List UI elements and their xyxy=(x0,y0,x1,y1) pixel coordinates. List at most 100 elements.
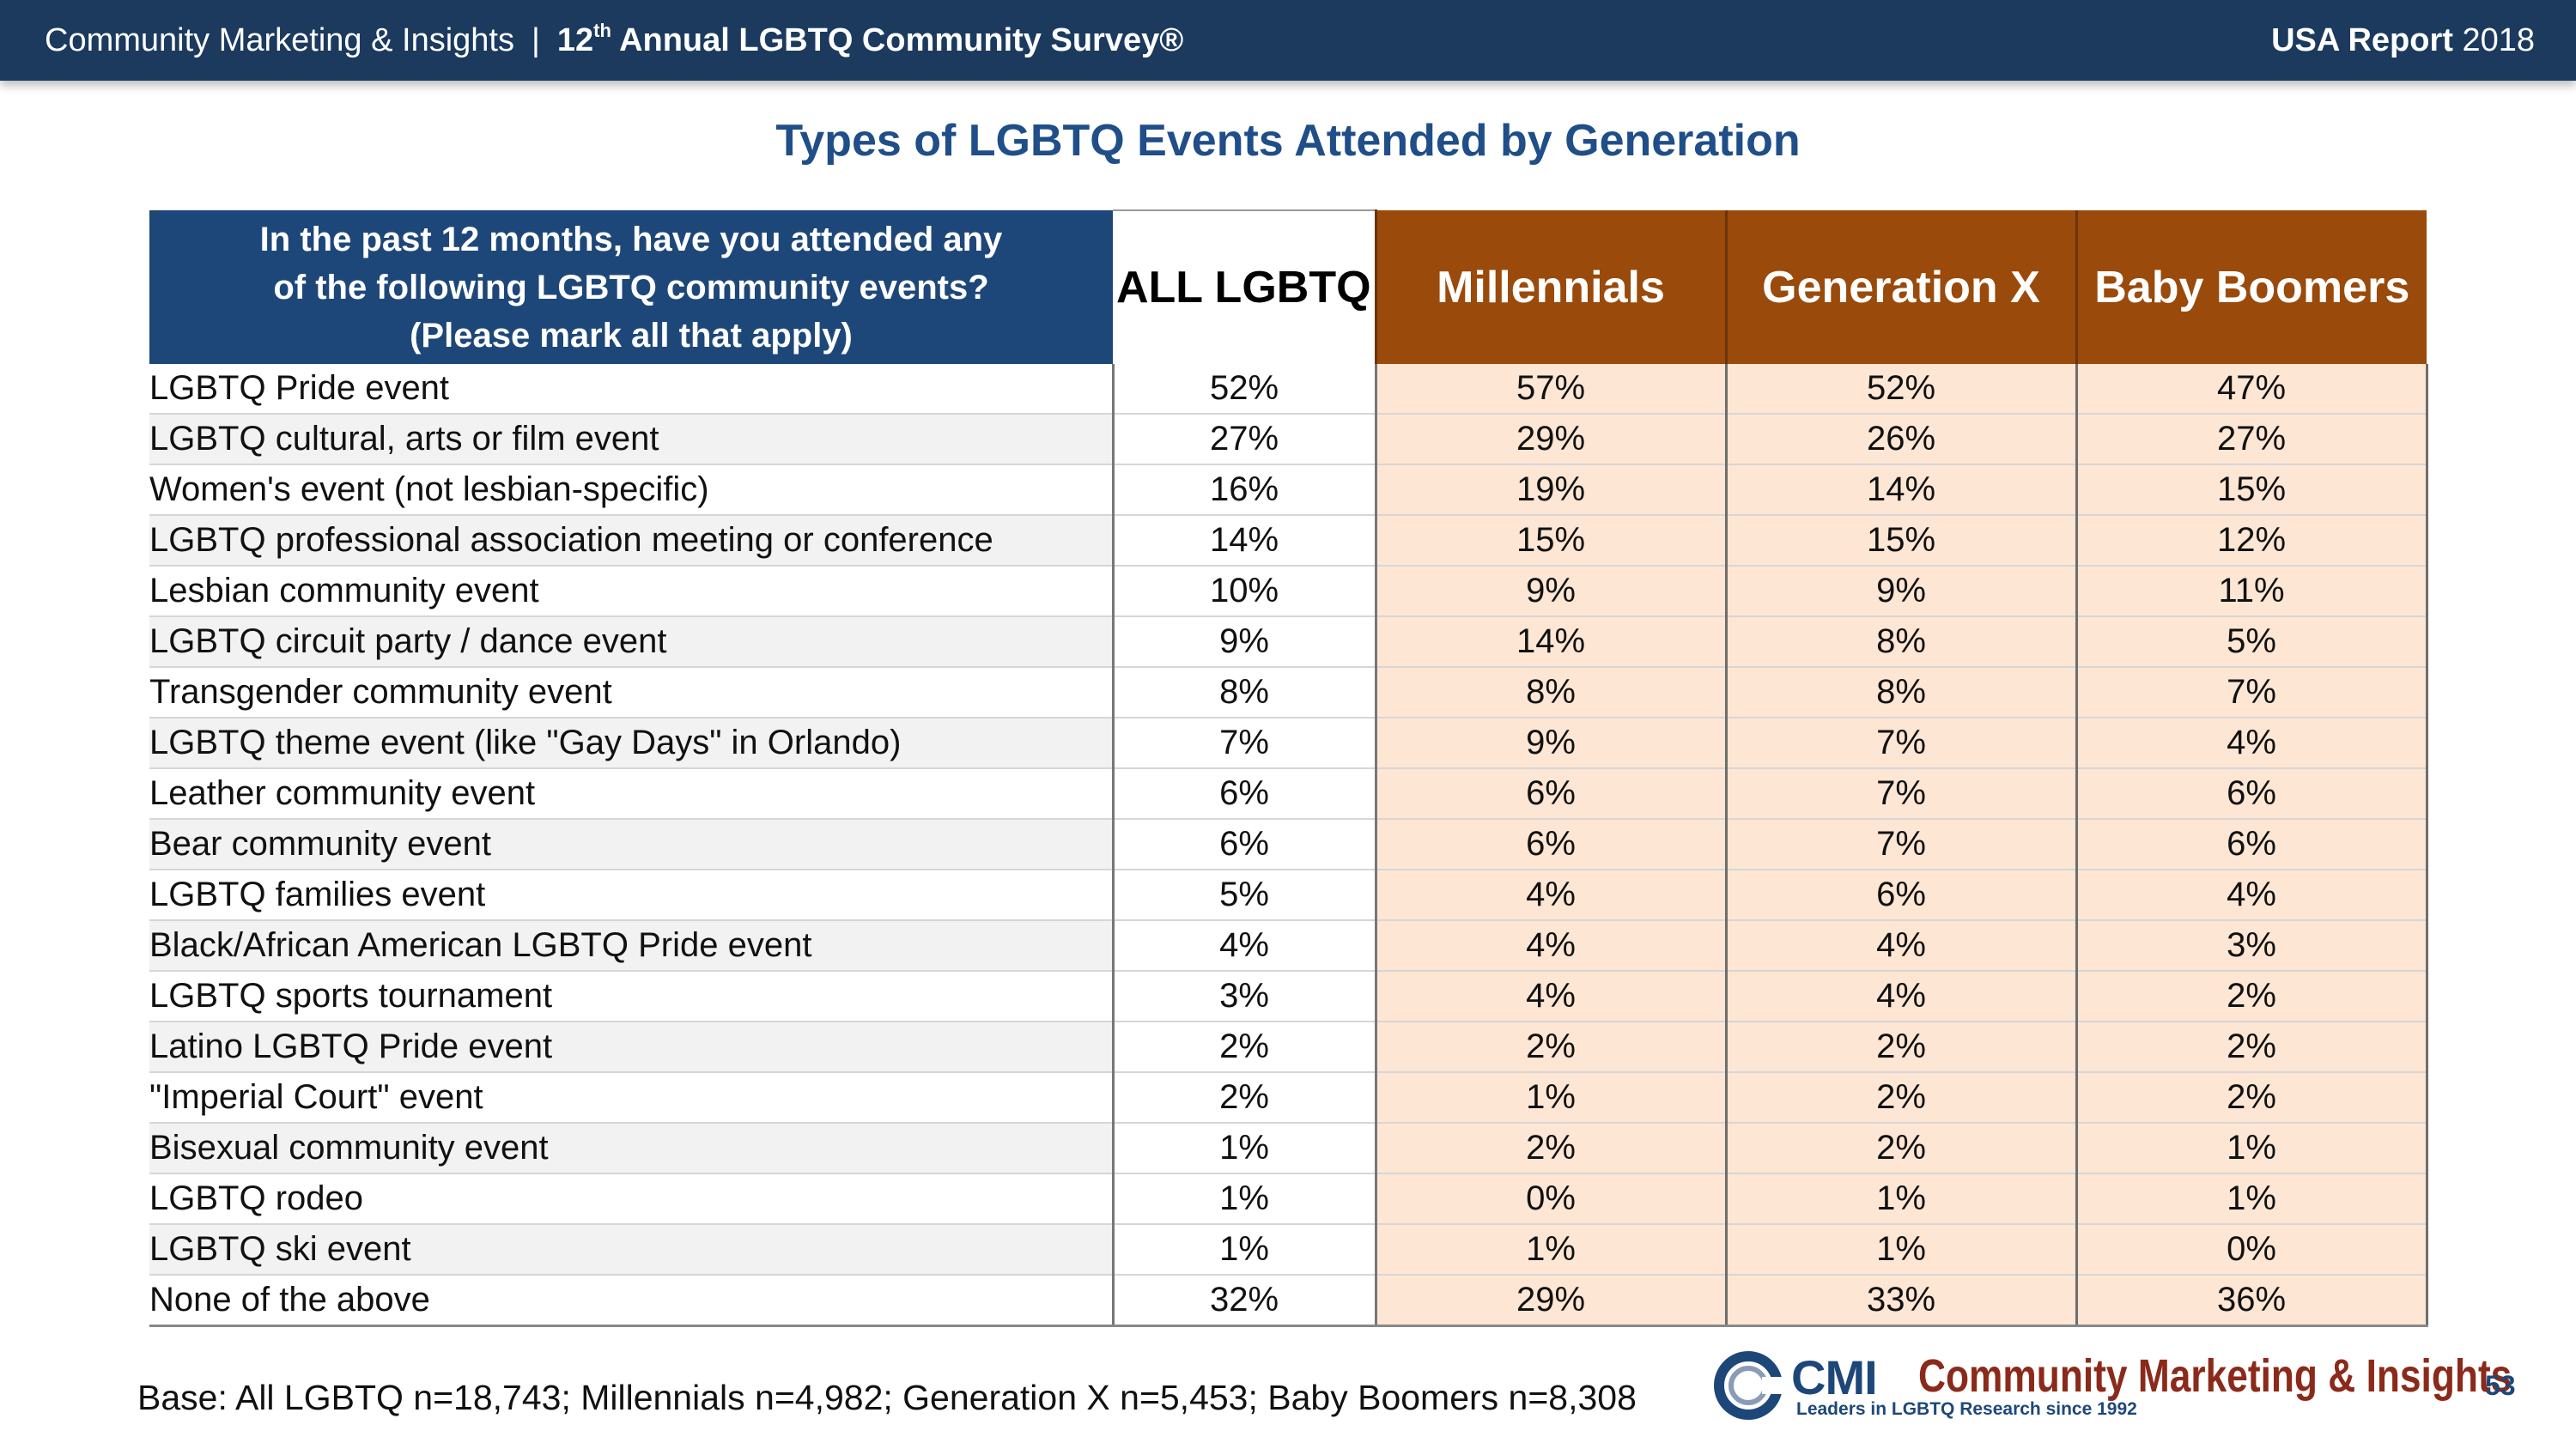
value-millennials: 2% xyxy=(1374,1022,1726,1073)
value-generation-x: 2% xyxy=(1724,1072,2076,1124)
value-all-lgbtq: 5% xyxy=(1111,870,1377,921)
value-millennials: 15% xyxy=(1374,515,1726,567)
value-all-lgbtq: 32% xyxy=(1111,1275,1377,1327)
table-row: LGBTQ Pride event 52% 57% 52% 47% xyxy=(149,364,2428,415)
value-all-lgbtq: 52% xyxy=(1111,364,1377,415)
value-all-lgbtq: 6% xyxy=(1111,768,1377,820)
page-title: Types of LGBTQ Events Attended by Genera… xyxy=(775,116,1801,166)
value-millennials: 6% xyxy=(1374,768,1726,820)
report-name: USA Report xyxy=(2271,22,2453,58)
row-label: LGBTQ families event xyxy=(149,870,1113,921)
value-millennials: 14% xyxy=(1374,616,1726,668)
table-row: Bear community event 6% 6% 7% 6% xyxy=(149,819,2428,870)
report-label: USA Report 2018 xyxy=(2271,22,2535,59)
value-generation-x: 7% xyxy=(1724,718,2076,769)
table-row: LGBTQ rodeo 1% 0% 1% 1% xyxy=(149,1173,2428,1225)
row-label: Lesbian community event xyxy=(149,566,1113,617)
value-baby-boomers: 7% xyxy=(2075,667,2428,718)
value-generation-x: 4% xyxy=(1724,971,2076,1022)
question-line: of the following LGBTQ community events? xyxy=(273,268,989,306)
value-baby-boomers: 6% xyxy=(2075,768,2428,820)
value-millennials: 29% xyxy=(1374,414,1726,465)
logo-acronym: CMI xyxy=(1791,1350,1878,1404)
table-row: LGBTQ circuit party / dance event 9% 14% 8%… xyxy=(149,616,2428,668)
value-all-lgbtq: 8% xyxy=(1111,667,1377,718)
question-header: In the past 12 months, have you attended… xyxy=(149,210,1113,364)
row-label: LGBTQ ski event xyxy=(149,1224,1113,1276)
value-baby-boomers: 15% xyxy=(2075,464,2428,516)
table-row: LGBTQ professional association meeting o… xyxy=(149,515,2428,567)
value-all-lgbtq: 2% xyxy=(1111,1022,1377,1073)
value-millennials: 9% xyxy=(1374,718,1726,769)
column-header-generation-x: Generation X xyxy=(1724,210,2076,364)
value-generation-x: 7% xyxy=(1724,768,2076,820)
header-bar: Community Marketing & Insights | 12th Annu… xyxy=(0,0,2576,81)
value-millennials: 1% xyxy=(1374,1224,1726,1276)
value-all-lgbtq: 3% xyxy=(1111,971,1377,1022)
value-baby-boomers: 1% xyxy=(2075,1173,2428,1225)
table-row: Latino LGBTQ Pride event 2% 2% 2% 2% xyxy=(149,1022,2428,1073)
row-label: LGBTQ theme event (like "Gay Days" in Or… xyxy=(149,718,1113,769)
report-year: 2018 xyxy=(2462,22,2535,58)
logo-tagline: Leaders in LGBTQ Research since 1992 xyxy=(1796,1399,2137,1419)
row-label: Women's event (not lesbian-specific) xyxy=(149,464,1113,516)
table-row: Bisexual community event 1% 2% 2% 1% xyxy=(149,1123,2428,1174)
value-millennials: 8% xyxy=(1374,667,1726,718)
question-line: In the past 12 months, have you attended… xyxy=(259,220,1003,258)
value-millennials: 9% xyxy=(1374,566,1726,617)
row-label: Bear community event xyxy=(149,819,1113,870)
value-baby-boomers: 36% xyxy=(2075,1275,2428,1327)
table-header-row: In the past 12 months, have you attended… xyxy=(149,209,2427,364)
row-label: Latino LGBTQ Pride event xyxy=(149,1022,1113,1073)
value-generation-x: 6% xyxy=(1724,870,2076,921)
value-baby-boomers: 2% xyxy=(2075,1072,2428,1124)
value-all-lgbtq: 1% xyxy=(1111,1224,1377,1276)
table-row: Transgender community event 8% 8% 8% 7% xyxy=(149,667,2428,718)
table-row: "Imperial Court" event 2% 1% 2% 2% xyxy=(149,1072,2428,1124)
value-generation-x: 33% xyxy=(1724,1275,2076,1327)
value-all-lgbtq: 16% xyxy=(1111,464,1377,516)
value-generation-x: 2% xyxy=(1724,1022,2076,1073)
column-header-millennials: Millennials xyxy=(1374,210,1726,364)
table-row: None of the above 32% 29% 33% 36% xyxy=(149,1275,2428,1327)
value-all-lgbtq: 10% xyxy=(1111,566,1377,617)
question-line: (Please mark all that apply) xyxy=(410,316,853,355)
value-baby-boomers: 27% xyxy=(2075,414,2428,465)
value-baby-boomers: 12% xyxy=(2075,515,2428,567)
table-row: Women's event (not lesbian-specific) 16% 1… xyxy=(149,464,2428,516)
table-row: LGBTQ ski event 1% 1% 1% 0% xyxy=(149,1224,2428,1276)
value-millennials: 2% xyxy=(1374,1123,1726,1174)
header-separator: | xyxy=(531,22,540,58)
value-generation-x: 15% xyxy=(1724,515,2076,567)
row-label: Bisexual community event xyxy=(149,1123,1113,1174)
cmi-c-logo-icon xyxy=(1714,1351,1783,1420)
value-all-lgbtq: 7% xyxy=(1111,718,1377,769)
survey-ordinal: 12 xyxy=(556,22,594,58)
row-label: LGBTQ professional association meeting o… xyxy=(149,515,1113,567)
table-body: LGBTQ Pride event 52% 57% 52% 47% LGBTQ cultu… xyxy=(149,364,2428,1327)
org-name: Community Marketing & Insights xyxy=(45,22,514,58)
value-generation-x: 7% xyxy=(1724,819,2076,870)
value-baby-boomers: 4% xyxy=(2075,718,2428,769)
page-number: 53 xyxy=(2485,1370,2516,1401)
value-all-lgbtq: 4% xyxy=(1111,920,1377,972)
table-row: LGBTQ theme event (like "Gay Days" in Or… xyxy=(149,718,2428,769)
value-millennials: 4% xyxy=(1374,920,1726,972)
row-label: LGBTQ sports tournament xyxy=(149,971,1113,1022)
value-millennials: 6% xyxy=(1374,819,1726,870)
value-all-lgbtq: 2% xyxy=(1111,1072,1377,1124)
value-baby-boomers: 2% xyxy=(2075,1022,2428,1073)
value-millennials: 57% xyxy=(1374,364,1726,415)
row-label: Black/African American LGBTQ Pride event xyxy=(149,920,1113,972)
value-baby-boomers: 5% xyxy=(2075,616,2428,668)
value-all-lgbtq: 9% xyxy=(1111,616,1377,668)
results-table: In the past 12 months, have you attended… xyxy=(149,209,2428,1327)
row-label: LGBTQ circuit party / dance event xyxy=(149,616,1113,668)
table-row: LGBTQ families event 5% 4% 6% 4% xyxy=(149,870,2428,921)
value-generation-x: 26% xyxy=(1724,414,2076,465)
table-row: Leather community event 6% 6% 7% 6% xyxy=(149,768,2428,820)
value-generation-x: 1% xyxy=(1724,1173,2076,1225)
company-logo: CMI Community Marketing & Insights Leade… xyxy=(1714,1349,2512,1427)
value-baby-boomers: 2% xyxy=(2075,971,2428,1022)
value-millennials: 4% xyxy=(1374,870,1726,921)
